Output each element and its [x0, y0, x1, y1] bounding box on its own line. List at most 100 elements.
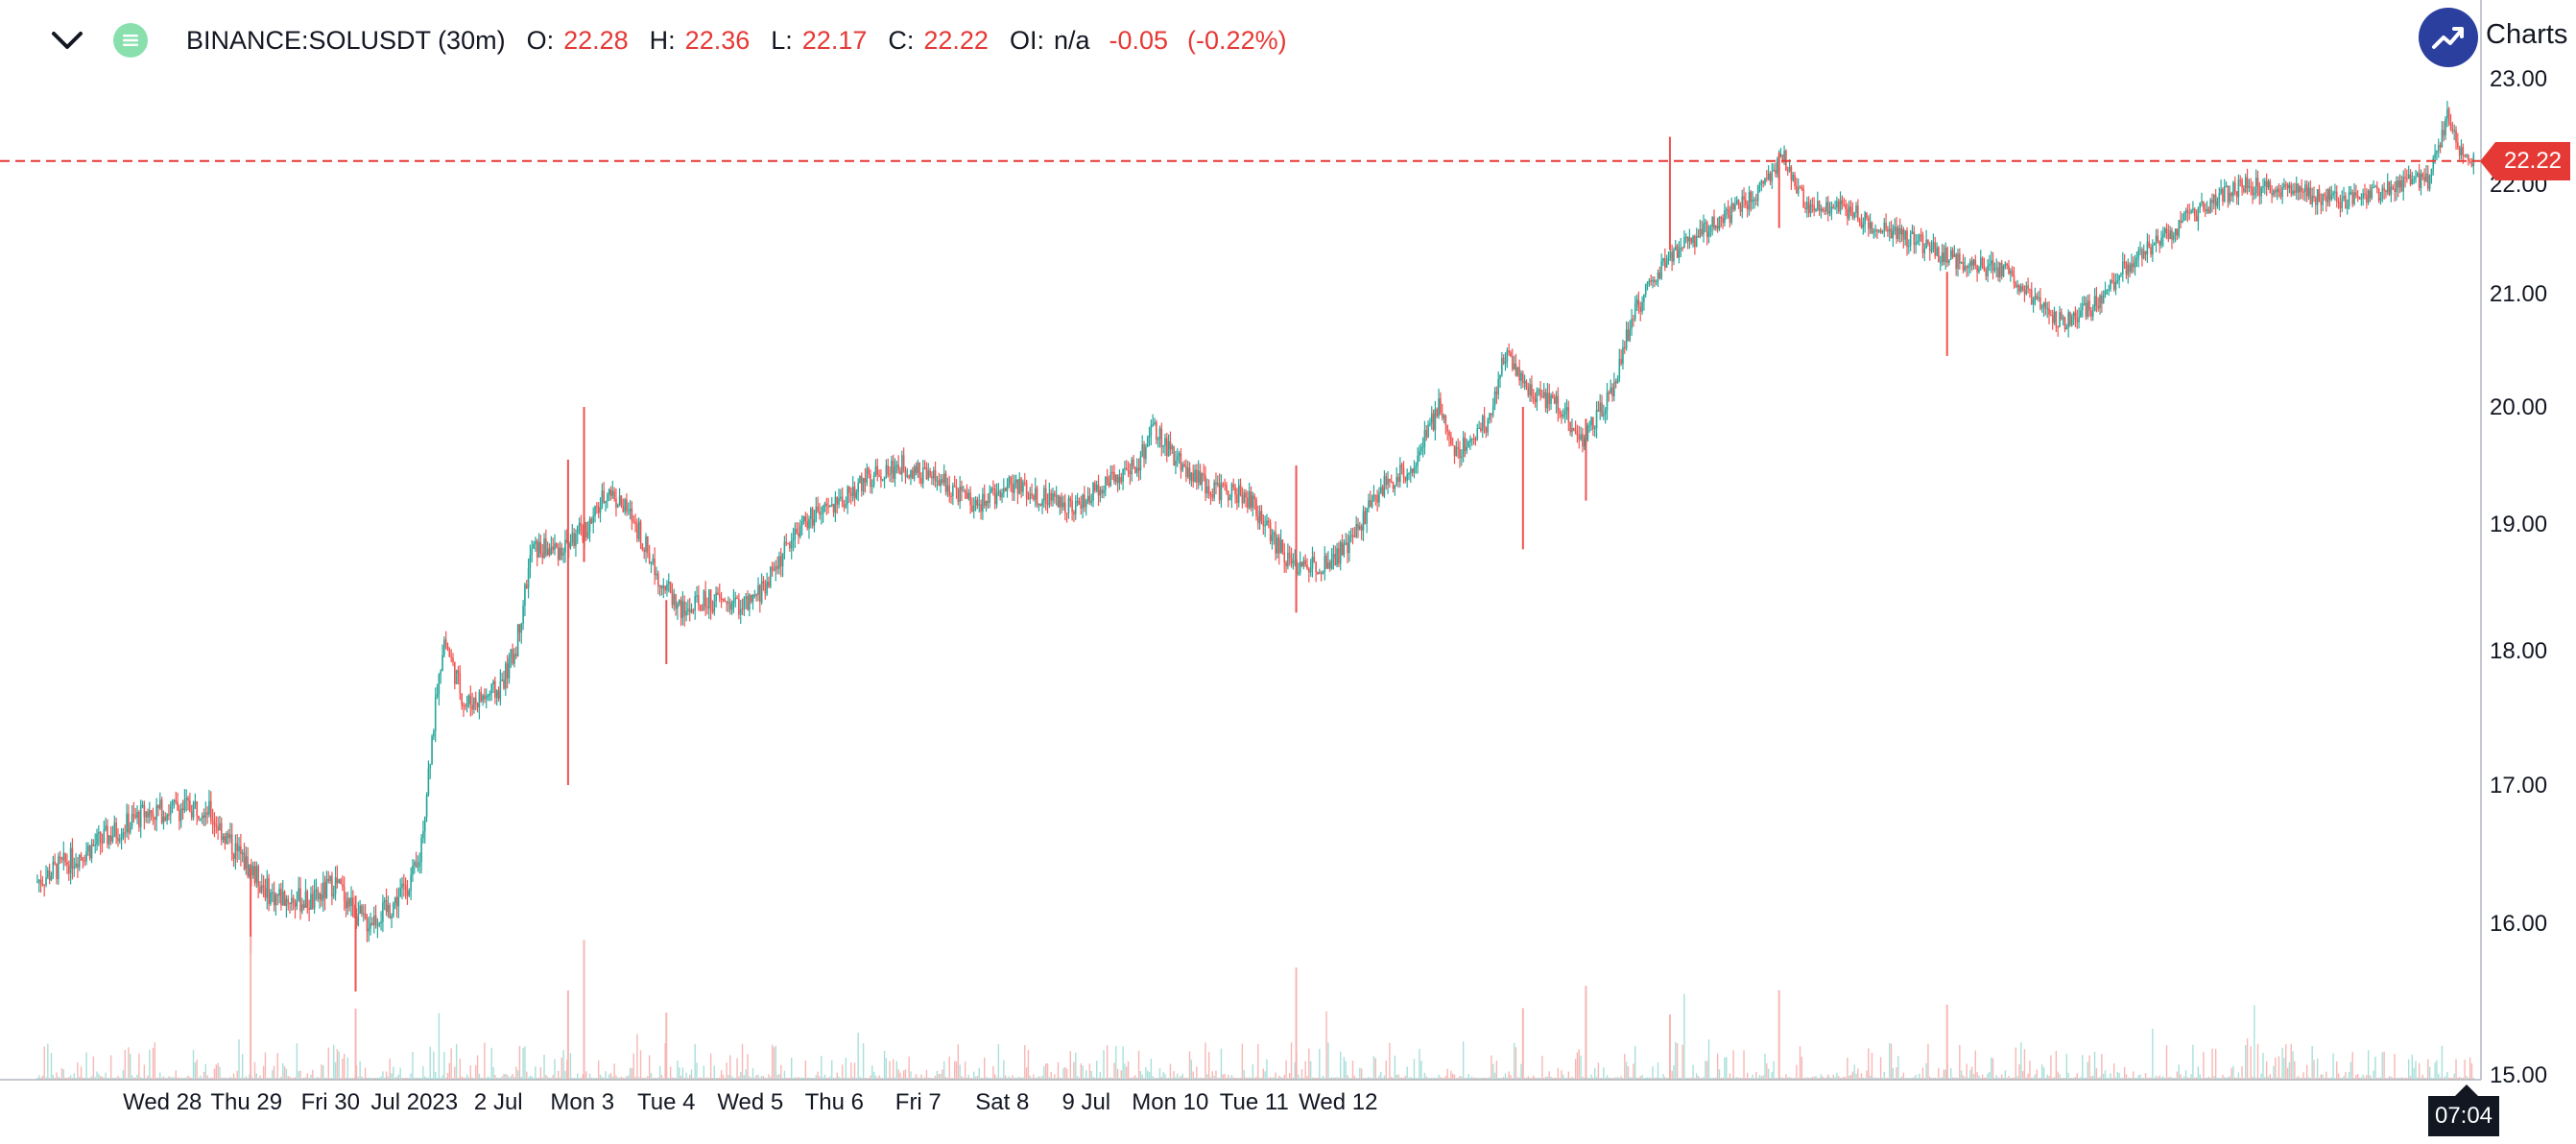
- candle-body: [778, 556, 780, 569]
- candle-body: [1985, 270, 1988, 276]
- candle-body: [781, 553, 784, 567]
- volume-bar: [562, 1050, 564, 1080]
- volume-bar: [1578, 1049, 1580, 1080]
- volume-bar: [871, 1065, 873, 1080]
- candle-body: [543, 538, 545, 559]
- candle-body: [103, 829, 106, 844]
- candle-body: [1078, 501, 1081, 505]
- collapse-button[interactable]: [48, 21, 86, 60]
- candle-body: [259, 886, 261, 893]
- volume-bar: [1538, 1077, 1539, 1080]
- candle-body: [461, 693, 463, 705]
- candle-body: [2090, 310, 2092, 317]
- volume-bar: [455, 1043, 458, 1080]
- volume-bar: [2436, 1060, 2438, 1080]
- volume-bar: [89, 1077, 91, 1080]
- volume-bar: [71, 1077, 74, 1080]
- volume-bar: [1652, 1066, 1654, 1080]
- volume-bar: [1606, 1075, 1609, 1080]
- candle-body: [1944, 247, 1947, 263]
- candle-body: [1152, 423, 1154, 425]
- candle-body: [380, 921, 382, 924]
- candle-body: [1441, 413, 1443, 418]
- candle-body: [2199, 203, 2202, 209]
- volume-bar: [1250, 1077, 1252, 1080]
- volume-bar: [1790, 1077, 1793, 1080]
- oi-label: OI:: [1009, 25, 1044, 55]
- candle-body: [817, 506, 819, 512]
- market-status-indicator[interactable]: [113, 23, 148, 58]
- volume-bar: [1322, 1075, 1324, 1080]
- candle-body: [2174, 228, 2177, 235]
- candle-body: [1828, 210, 1831, 214]
- symbol-label[interactable]: BINANCE:SOLUSDT (30m): [186, 25, 506, 55]
- candle-body: [281, 892, 284, 906]
- volume-bar: [336, 1049, 339, 1080]
- candle-body: [340, 879, 342, 885]
- candle-body: [1328, 561, 1331, 569]
- volume-bar: [2248, 1077, 2251, 1080]
- volume-bar: [1395, 1074, 1397, 1080]
- candle-body: [2132, 263, 2135, 268]
- volume-bar: [1550, 1076, 1552, 1080]
- candle-body: [2388, 181, 2391, 195]
- candle-body: [154, 816, 156, 821]
- candle-body: [1385, 476, 1388, 486]
- volume-bar: [1260, 1077, 1263, 1080]
- candle-body: [2297, 183, 2300, 193]
- volume-bar: [1071, 1077, 1073, 1080]
- volume-bar: [247, 1077, 249, 1080]
- volume-bar: [773, 1047, 775, 1080]
- volume-bar: [1576, 1052, 1579, 1080]
- volume-bar: [1136, 1077, 1138, 1080]
- candle-body: [325, 878, 328, 898]
- candle-body: [825, 503, 828, 507]
- candle-body: [569, 542, 572, 548]
- candle-body: [603, 490, 605, 504]
- candle-body: [1603, 414, 1605, 417]
- candle-body: [2417, 173, 2419, 178]
- volume-bar: [296, 1043, 298, 1080]
- volume-bar: [2188, 1077, 2190, 1080]
- volume-bar: [950, 1077, 952, 1080]
- volume-bar: [2351, 1052, 2353, 1080]
- volume-bar: [187, 1075, 189, 1080]
- brand-text[interactable]: Charts p: [2486, 19, 2576, 50]
- candle-body: [552, 546, 554, 550]
- volume-bar: [2067, 1072, 2069, 1080]
- candle-body: [1818, 201, 1821, 211]
- volume-bar: [1799, 1046, 1801, 1080]
- volume-bar: [1824, 1078, 1825, 1080]
- volume-bar: [1092, 1076, 1094, 1080]
- volume-bar: [1646, 1077, 1649, 1080]
- candle-body: [2341, 199, 2344, 209]
- volume-bar: [497, 1077, 500, 1080]
- candle-body: [1399, 465, 1401, 483]
- candle-body: [915, 466, 918, 473]
- candle-body: [2430, 169, 2433, 177]
- volume-bar: [1845, 1077, 1847, 1080]
- candle-body: [1227, 490, 1229, 501]
- volume-bar: [79, 1076, 81, 1080]
- price-axis[interactable]: 23.0022.0021.0020.0019.0018.0017.0016.00…: [2490, 66, 2547, 1088]
- candle-body: [1086, 495, 1089, 502]
- volume-bar: [1462, 1041, 1465, 1080]
- volume-bar: [463, 1077, 465, 1080]
- candle-body: [624, 499, 626, 512]
- candle-body: [406, 890, 409, 896]
- time-axis[interactable]: Wed 28 Thu 29 Fri 30 Jul 2023 2 Jul Mon 3 Tue …: [123, 1089, 1377, 1115]
- candle-body: [1588, 425, 1591, 427]
- volume-bar: [1330, 1077, 1333, 1080]
- brand-logo[interactable]: [2419, 8, 2478, 67]
- volume-bar: [594, 1077, 596, 1080]
- volume-bar: [813, 1077, 816, 1080]
- volume-bar: [2418, 1062, 2421, 1080]
- candle-body: [889, 473, 891, 476]
- candle-body: [787, 542, 789, 545]
- volume-bar: [634, 1077, 636, 1080]
- volume-bar: [348, 1078, 350, 1080]
- candle-body: [1822, 208, 1825, 211]
- volume-bar: [1855, 1073, 1857, 1080]
- volume-bar: [629, 1067, 632, 1080]
